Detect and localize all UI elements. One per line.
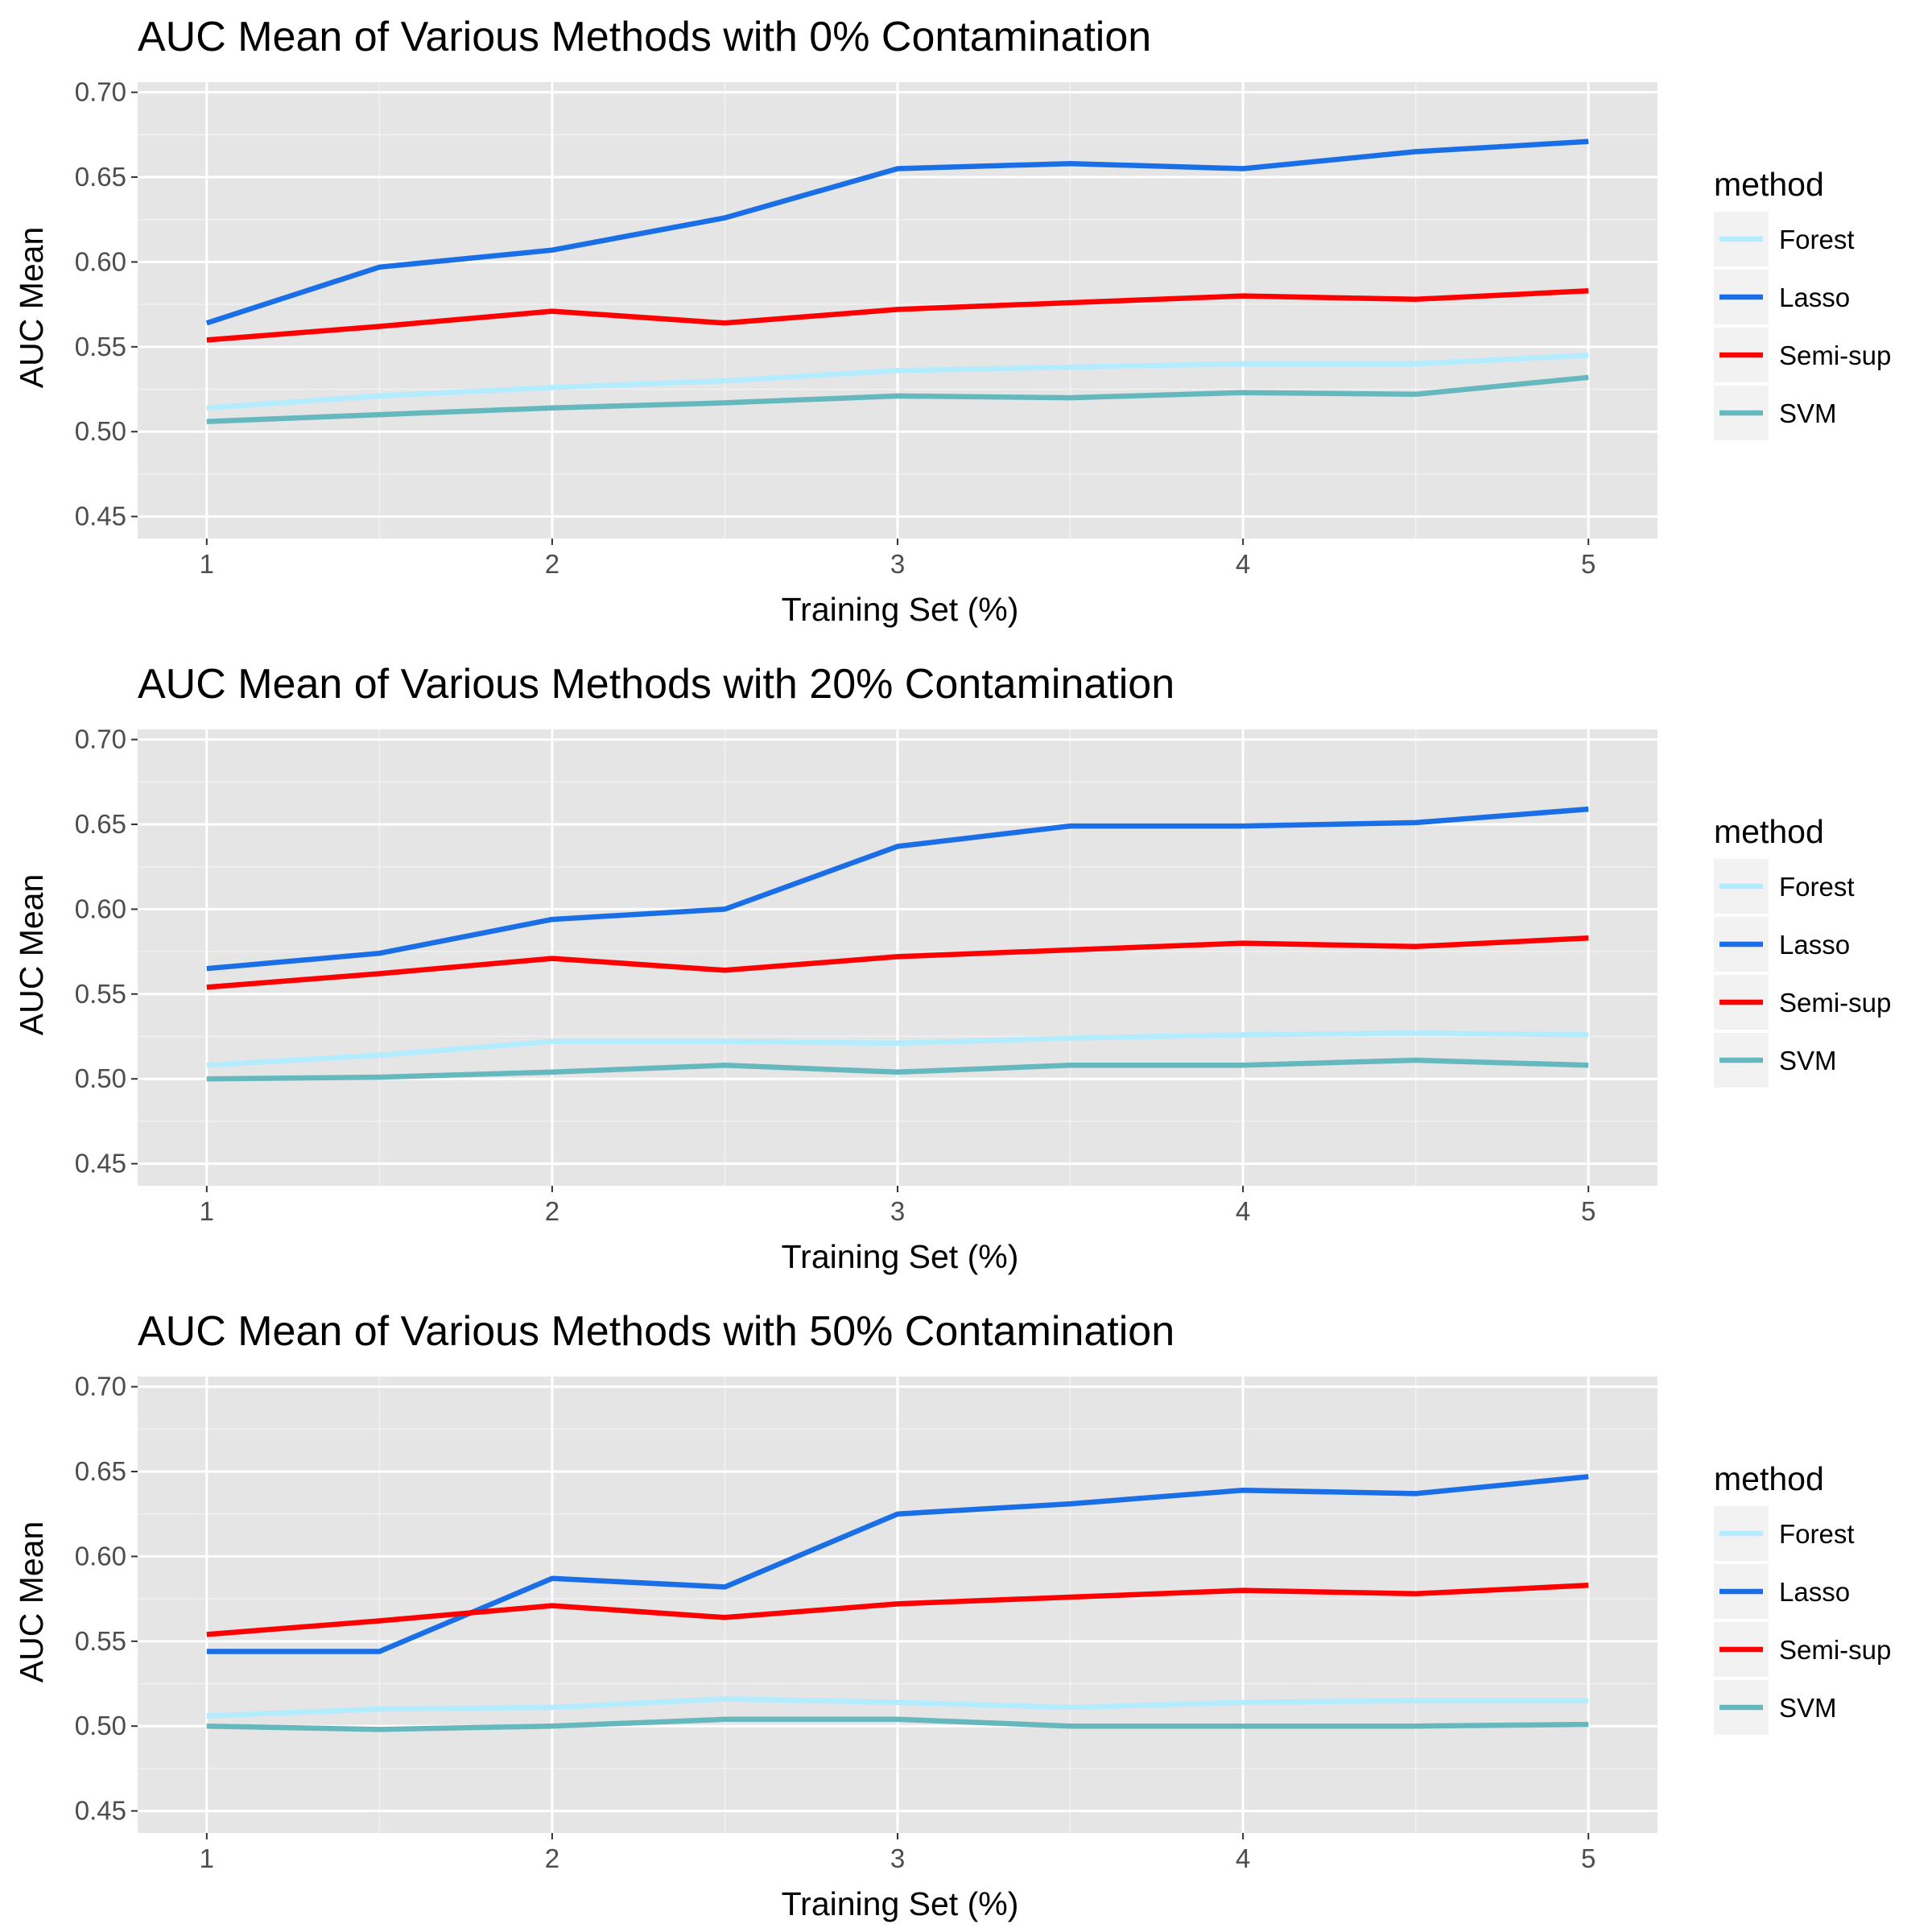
y-tick-label: 0.65	[75, 1456, 126, 1486]
y-axis-title: AUC Mean	[13, 227, 50, 389]
y-tick-label: 0.45	[75, 502, 126, 531]
chart-panel-2: 0.45 0.50 0.55 0.60 0.65 0.70 1 2 3 4 5 Forest Lasso…	[13, 1308, 1891, 1922]
x-axis-title: Training Set (%)	[782, 1885, 1019, 1922]
series-line-svm	[206, 374, 1589, 424]
x-axis-title: Training Set (%)	[782, 1238, 1019, 1275]
y-tick-label: 0.70	[75, 1372, 126, 1402]
y-axis-title: AUC Mean	[13, 1521, 50, 1683]
series-line-forest	[206, 1030, 1589, 1068]
legend-label: SVM	[1779, 1693, 1837, 1723]
legend-label: Forest	[1779, 225, 1855, 254]
y-tick-label: 0.55	[75, 979, 126, 1009]
x-tick-label: 2	[545, 1196, 559, 1226]
chart-title: AUC Mean of Various Methods with 20% Con…	[138, 661, 1174, 708]
x-axis-title: Training Set (%)	[782, 591, 1019, 628]
series-line-svm	[206, 1716, 1589, 1732]
legend-label: Semi-sup	[1779, 1635, 1891, 1665]
legend-label: Lasso	[1779, 1577, 1850, 1607]
y-tick-label: 0.55	[75, 332, 126, 361]
x-tick-label: 5	[1581, 549, 1596, 579]
y-tick-label: 0.70	[75, 724, 126, 754]
series-line-lasso	[206, 806, 1589, 972]
y-tick-label: 0.65	[75, 162, 126, 192]
x-tick-label: 3	[890, 1843, 905, 1873]
chart-title: AUC Mean of Various Methods with 0% Cont…	[138, 14, 1151, 60]
x-tick-label: 5	[1581, 1196, 1596, 1226]
legend-label: Semi-sup	[1779, 341, 1891, 370]
series-line-svm	[206, 1057, 1589, 1082]
legend-label: SVM	[1779, 1046, 1837, 1075]
y-tick-label: 0.50	[75, 416, 126, 446]
legend-title: method	[1714, 166, 1824, 203]
legend-label: Lasso	[1779, 930, 1850, 960]
x-tick-label: 4	[1236, 1196, 1250, 1226]
legend-title: method	[1714, 813, 1824, 850]
x-tick-label: 4	[1236, 1843, 1250, 1873]
chart-panel-0: 0.45 0.50 0.55 0.60 0.65 0.70 1 2 3 4 5 Forest Lasso…	[13, 14, 1891, 628]
series-line-forest	[206, 353, 1589, 411]
y-tick-label: 0.60	[75, 1541, 126, 1571]
y-tick-label: 0.50	[75, 1063, 126, 1093]
y-tick-label: 0.70	[75, 77, 126, 107]
legend-label: Forest	[1779, 1519, 1855, 1549]
series-line-forest	[206, 1696, 1589, 1719]
series-line-lasso	[205, 138, 1589, 326]
x-tick-label: 2	[545, 1843, 559, 1873]
y-tick-label: 0.45	[75, 1796, 126, 1826]
x-tick-label: 3	[890, 549, 905, 579]
legend-label: Forest	[1779, 872, 1855, 902]
x-tick-label: 4	[1236, 549, 1250, 579]
y-tick-label: 0.60	[75, 894, 126, 923]
chart-title: AUC Mean of Various Methods with 50% Con…	[138, 1308, 1174, 1355]
legend-title: method	[1714, 1460, 1824, 1497]
x-tick-label: 1	[200, 549, 214, 579]
y-tick-label: 0.45	[75, 1149, 126, 1179]
series-line-semi-sup	[206, 288, 1589, 343]
x-tick-label: 5	[1581, 1843, 1596, 1873]
x-tick-label: 1	[200, 1843, 214, 1873]
series-line-semi-sup	[206, 935, 1589, 990]
x-tick-label: 2	[545, 549, 559, 579]
legend-label: SVM	[1779, 398, 1837, 428]
plot-layer: 0.45 0.50 0.55 0.60 0.65 0.70 1 2 3 4 5 Forest Lasso…	[75, 77, 1892, 579]
x-tick-label: 1	[200, 1196, 214, 1226]
plot-layer: 0.45 0.50 0.55 0.60 0.65 0.70 1 2 3 4 5 Forest Lasso…	[75, 1372, 1892, 1873]
y-axis-title: AUC Mean	[13, 874, 50, 1036]
y-tick-label: 0.60	[75, 246, 126, 276]
y-tick-label: 0.50	[75, 1711, 126, 1740]
series-line-lasso	[206, 1474, 1589, 1654]
legend-label: Semi-sup	[1779, 988, 1891, 1018]
x-tick-label: 3	[890, 1196, 905, 1226]
y-tick-label: 0.65	[75, 809, 126, 839]
legend-label: Lasso	[1779, 283, 1850, 312]
y-tick-label: 0.55	[75, 1626, 126, 1656]
plot-layer: 0.45 0.50 0.55 0.60 0.65 0.70 1 2 3 4 5 Forest Lasso…	[75, 724, 1892, 1226]
series-line-semi-sup	[206, 1583, 1589, 1637]
chart-panel-1: 0.45 0.50 0.55 0.60 0.65 0.70 1 2 3 4 5 Forest Lasso…	[13, 661, 1891, 1275]
